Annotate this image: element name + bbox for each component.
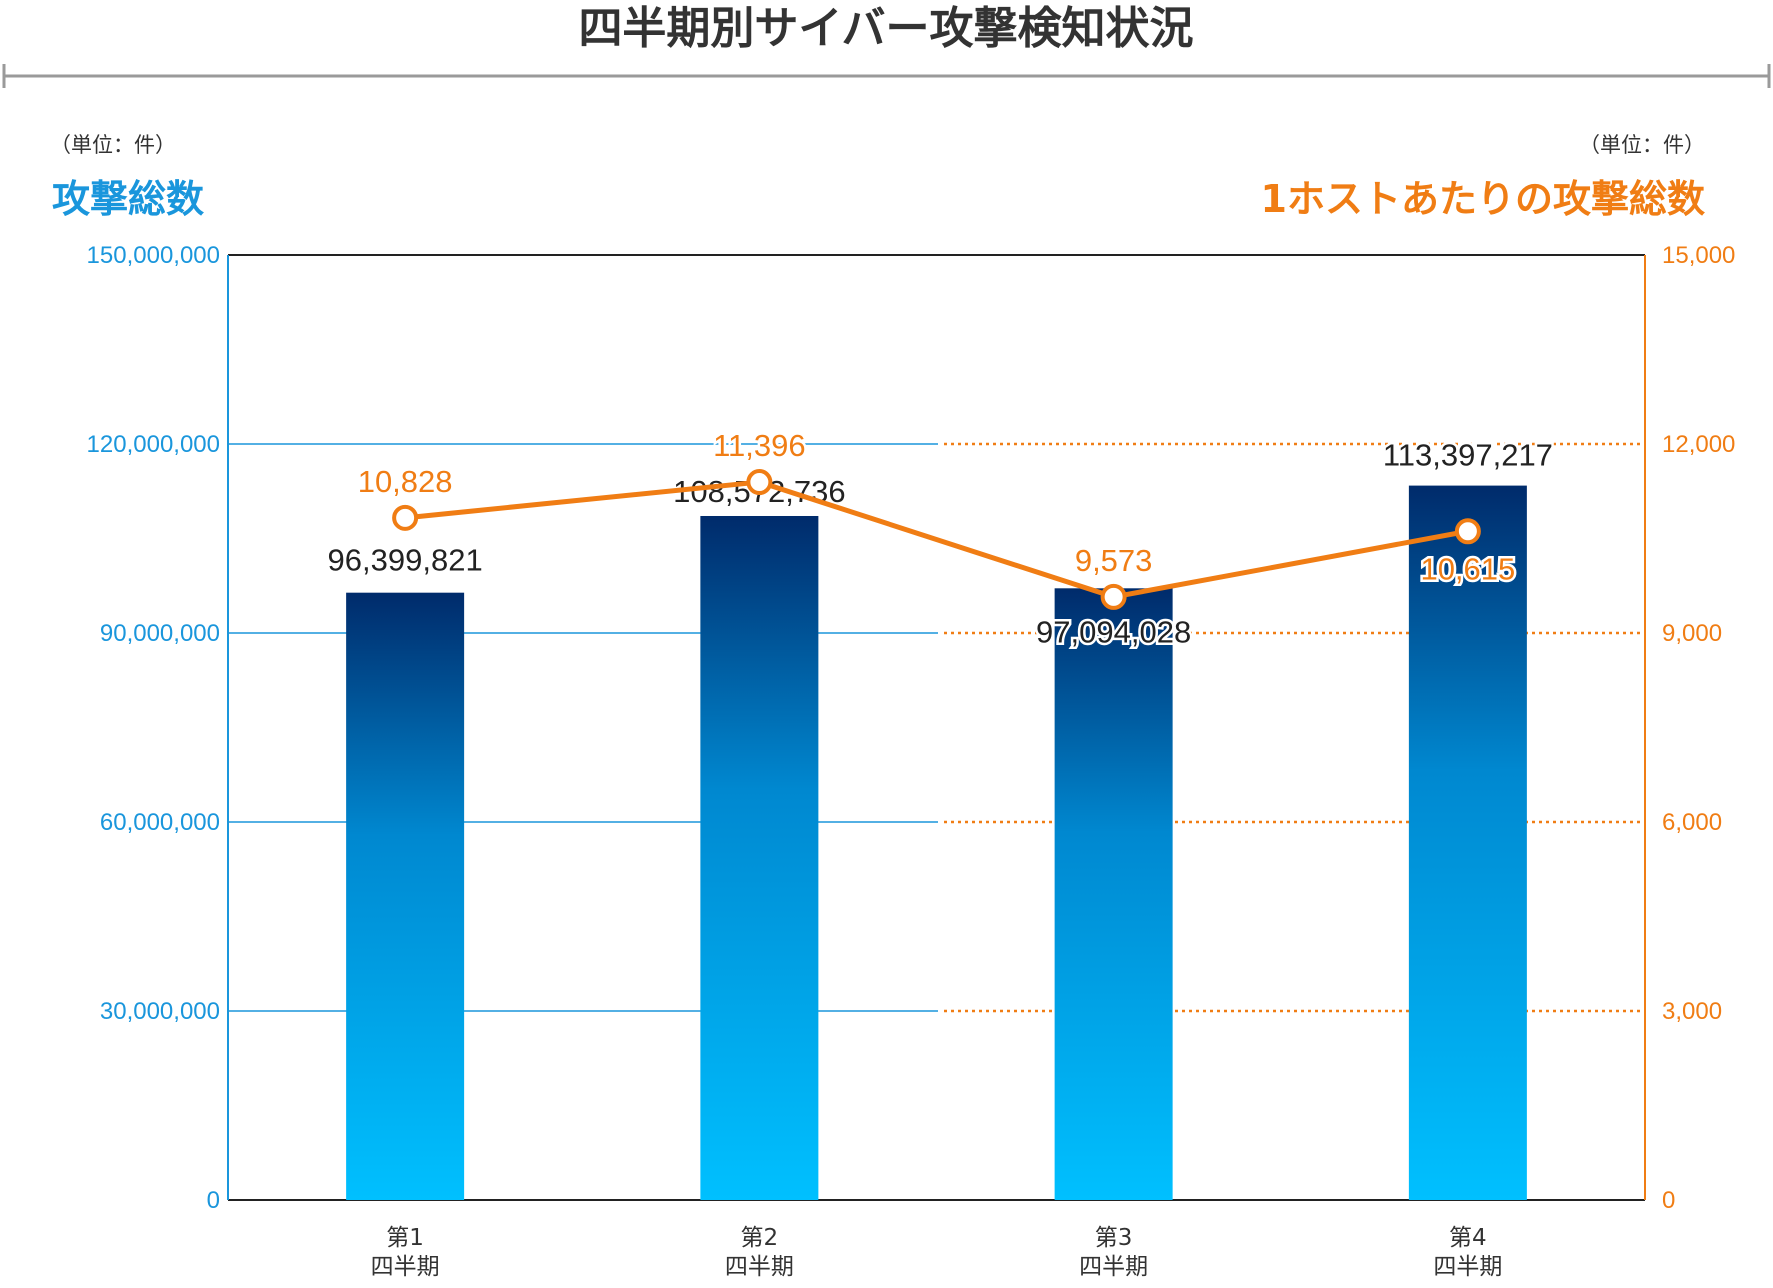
left-tick-label: 120,000,000 (87, 431, 220, 458)
bar (1054, 588, 1173, 1200)
bar-value-label: 96,399,821 (328, 543, 483, 578)
series-line (404, 479, 1469, 600)
line-point (1454, 518, 1481, 545)
left-axis-title: 攻撃総数 (52, 177, 204, 221)
line-point (392, 504, 419, 531)
line-series (392, 469, 1481, 610)
bar (346, 592, 465, 1200)
right-gridlines (944, 442, 1645, 1013)
category-label-line1: 第1 (386, 1225, 424, 1251)
right-tick-label: 3,000 (1662, 998, 1722, 1025)
category-label-line1: 第3 (1095, 1225, 1133, 1251)
right-tick-labels: 0 3,000 6,000 9,000 12,000 15,000 (1662, 242, 1735, 1214)
line-point (1100, 583, 1127, 610)
line-value-labels: 10,828 11,396 9,573 10,615 (355, 426, 1518, 589)
left-gridlines (228, 443, 938, 1012)
title-rule (2, 64, 1771, 88)
left-tick-label: 150,000,000 (87, 242, 220, 269)
line-point (746, 469, 773, 496)
right-tick-label: 6,000 (1662, 809, 1722, 836)
category-labels: 第1 四半期 第2 四半期 第3 四半期 第4 四半期 (371, 1225, 1503, 1280)
bar-value-labels: 96,399,821108,572,73697,094,028113,397,2… (325, 435, 1555, 652)
chart-title: 四半期別サイバー攻撃検知状況 (578, 3, 1193, 54)
left-tick-label: 90,000,000 (100, 620, 220, 647)
left-tick-label: 30,000,000 (100, 998, 220, 1025)
left-tick-label: 60,000,000 (100, 809, 220, 836)
bar (700, 515, 819, 1200)
right-axis-title: 1ホストあたりの攻撃総数 (1261, 177, 1705, 221)
category-label-line2: 四半期 (371, 1254, 440, 1280)
category-label-line2: 四半期 (1079, 1254, 1148, 1280)
category-label-line2: 四半期 (1433, 1254, 1502, 1280)
left-unit-label: （単位：件） (50, 133, 176, 157)
line-value-label: 10,828 (358, 464, 453, 499)
bar (1408, 485, 1527, 1200)
bar-value-label: 113,397,217 (1383, 438, 1553, 473)
right-tick-label: 15,000 (1662, 242, 1735, 269)
left-tick-label: 0 (207, 1187, 220, 1214)
category-label-line1: 第2 (741, 1225, 779, 1251)
line-value-label: 11,396 (713, 428, 806, 463)
plot-frame (227, 254, 1646, 1201)
category-label-line1: 第4 (1449, 1225, 1487, 1251)
line-value-label: 9,573 (1075, 543, 1153, 578)
category-label-line2: 四半期 (725, 1254, 794, 1280)
right-unit-label: （単位：件） (1579, 133, 1705, 157)
bar-value-label: 97,094,028 (1036, 614, 1191, 649)
line-value-label: 10,615 (1420, 551, 1515, 586)
bar-series (346, 485, 1527, 1200)
right-tick-label: 9,000 (1662, 620, 1722, 647)
right-tick-label: 0 (1662, 1187, 1675, 1214)
left-tick-labels: 0 30,000,000 60,000,000 90,000,000 120,000,0… (87, 242, 220, 1214)
right-tick-label: 12,000 (1662, 431, 1735, 458)
